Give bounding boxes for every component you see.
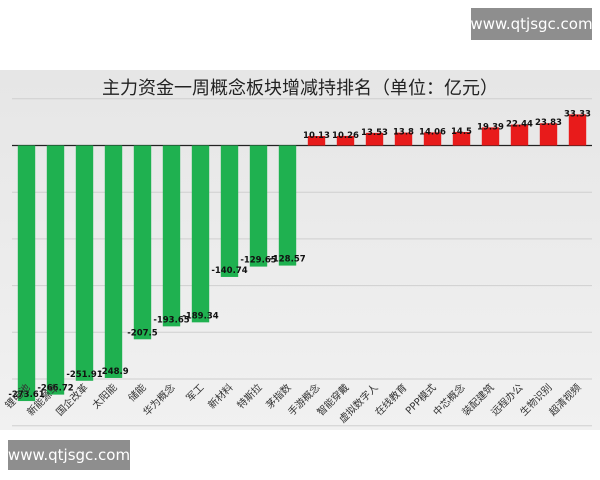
category-label-3: 太阳能 (89, 381, 119, 411)
bar-12 (365, 132, 384, 146)
bar-6 (191, 145, 210, 323)
category-label-4: 储能 (125, 381, 148, 404)
bar-1 (46, 145, 65, 395)
bars (17, 114, 587, 402)
chart-title: 主力资金一周概念板块增减持排名（单位：亿元） (102, 77, 498, 99)
bar-15 (452, 131, 471, 146)
category-label-19: 超清视频 (546, 381, 583, 418)
data-label-0: -273.61 (8, 390, 44, 400)
watermark-bottom: www.qtjsgc.com (8, 440, 130, 470)
data-label-8: -129.65 (240, 256, 276, 266)
bar-10 (307, 136, 326, 146)
bar-5 (162, 145, 181, 327)
data-label-1: -266.72 (37, 384, 73, 394)
category-label-7: 新材料 (205, 381, 235, 411)
bar-19 (568, 114, 587, 146)
bar-8 (249, 145, 268, 267)
bar-7 (220, 145, 239, 277)
category-label-8: 特斯拉 (234, 381, 264, 411)
bar-3 (104, 145, 123, 378)
data-label-18: 23.83 (535, 118, 562, 128)
data-label-7: -140.74 (211, 266, 247, 276)
bar-13 (394, 132, 413, 146)
bar-4 (133, 145, 152, 340)
data-label-9: -128.57 (269, 255, 305, 265)
bar-0 (17, 145, 36, 402)
data-label-19: 33.33 (564, 109, 591, 119)
data-label-4: -207.5 (127, 328, 157, 338)
category-label-13: 在线教育 (372, 381, 409, 418)
data-label-15: 14.5 (451, 127, 472, 137)
bar-16 (481, 127, 500, 146)
data-label-13: 13.8 (393, 128, 414, 138)
data-label-17: 22.44 (506, 120, 533, 130)
bar-chart: 主力资金一周概念板块增减持排名（单位：亿元） -273.61-266.72 -25… (2, 77, 592, 427)
data-label-2: -251.91 (66, 370, 102, 380)
bar-2 (75, 145, 94, 381)
category-label-6: 军工 (184, 382, 207, 405)
data-label-5: -193.65 (153, 315, 189, 325)
data-labels: -273.61-266.72 -251.91-248.9 -207.5 -193.65… (8, 109, 591, 400)
bar-17 (510, 124, 529, 146)
bar-18 (539, 123, 558, 146)
data-label-10: 10.13 (303, 131, 330, 141)
data-label-12: 13.53 (361, 128, 388, 138)
data-label-14: 14.06 (419, 127, 446, 137)
data-label-11: 10.26 (332, 131, 359, 141)
watermark-top: www.qtjsgc.com (470, 8, 593, 40)
data-label-6: -189.34 (182, 311, 218, 321)
bar-14 (423, 132, 442, 146)
category-label-5: 华为概念 (140, 381, 177, 418)
bar-11 (336, 135, 355, 146)
data-label-16: 19.39 (477, 122, 504, 132)
bar-9 (278, 145, 297, 266)
chart-panel: 主力资金一周概念板块增减持排名（单位：亿元） -273.61 -266.72 -25… (0, 70, 600, 430)
data-label-3: -248.9 (98, 367, 128, 377)
